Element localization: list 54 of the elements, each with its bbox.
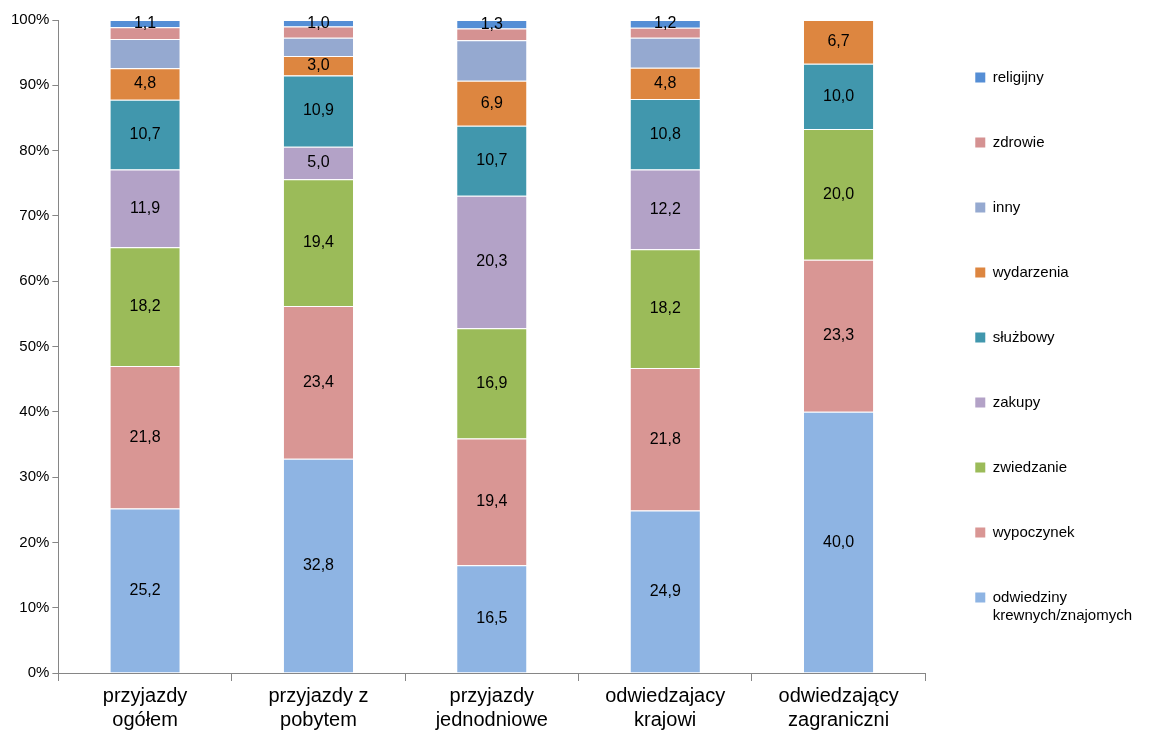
data-label: 10,0 bbox=[823, 86, 855, 104]
data-label: 21,8 bbox=[649, 429, 681, 447]
data-label: 40,0 bbox=[823, 532, 855, 550]
data-label: 24,9 bbox=[649, 581, 681, 599]
data-label: 20,3 bbox=[476, 252, 508, 270]
legend-label: zwiedzanie bbox=[992, 457, 1067, 475]
y-tick-label: 40% bbox=[19, 401, 50, 419]
data-label: 18,2 bbox=[129, 297, 161, 315]
x-tick-label: odwiedzający zagraniczni bbox=[778, 683, 899, 730]
data-label: 20,0 bbox=[823, 184, 855, 202]
data-label: 19,4 bbox=[476, 492, 508, 510]
x-tick-label: przyjazdy z pobytem bbox=[268, 683, 369, 730]
y-tick-label: 50% bbox=[19, 336, 50, 354]
data-label: 5,0 bbox=[307, 153, 330, 171]
y-tick-label: 70% bbox=[19, 206, 50, 224]
data-label: 11,9 bbox=[130, 198, 161, 216]
x-tick-label: odwiedzajacy krajowi bbox=[605, 683, 726, 730]
data-label: 16,5 bbox=[476, 609, 508, 627]
data-label: 18,2 bbox=[649, 299, 681, 317]
data-label: 6,7 bbox=[827, 32, 850, 50]
y-tick-label: 10% bbox=[19, 597, 50, 615]
y-tick-label: 100% bbox=[10, 10, 50, 28]
data-label: 32,8 bbox=[302, 556, 335, 574]
data-label: 10,7 bbox=[129, 125, 161, 143]
y-tick-label: 80% bbox=[19, 140, 50, 158]
data-label: 21,8 bbox=[129, 427, 161, 445]
data-label: 23,4 bbox=[302, 372, 335, 390]
data-label: 3,0 bbox=[307, 56, 330, 74]
y-tick-label: 60% bbox=[19, 271, 50, 289]
y-tick-label: 90% bbox=[19, 75, 50, 93]
legend-label: inny bbox=[992, 197, 1021, 215]
x-tick-label: przyjazdy ogółem bbox=[102, 683, 188, 730]
data-label: 4,8 bbox=[133, 74, 157, 92]
legend-label: służbowy bbox=[992, 327, 1055, 345]
data-label: 4,8 bbox=[654, 73, 677, 91]
data-label: 10,7 bbox=[476, 151, 508, 169]
data-label: 25,2 bbox=[129, 580, 161, 598]
legend-label: zdrowie bbox=[992, 132, 1045, 150]
legend-label: wydarzenia bbox=[991, 262, 1070, 280]
data-label: 10,9 bbox=[302, 101, 335, 119]
data-label: 12,2 bbox=[649, 199, 681, 217]
x-tick-label: przyjazdy jednodniowe bbox=[434, 683, 548, 730]
y-tick-label: 30% bbox=[19, 467, 50, 485]
data-label: 23,3 bbox=[823, 326, 855, 344]
y-tick-label: 0% bbox=[27, 663, 50, 681]
legend-label: zakupy bbox=[992, 392, 1041, 410]
legend-label: odwiedziny krewnych/znajomych bbox=[992, 587, 1132, 623]
data-label: 10,8 bbox=[649, 124, 681, 142]
legend-label: wypoczynek bbox=[991, 522, 1075, 540]
y-tick-label: 20% bbox=[19, 532, 50, 550]
legend-label: religijny bbox=[992, 67, 1045, 85]
data-label: 6,9 bbox=[480, 93, 504, 111]
data-label: 19,4 bbox=[302, 233, 335, 251]
data-label: 16,9 bbox=[476, 373, 508, 391]
